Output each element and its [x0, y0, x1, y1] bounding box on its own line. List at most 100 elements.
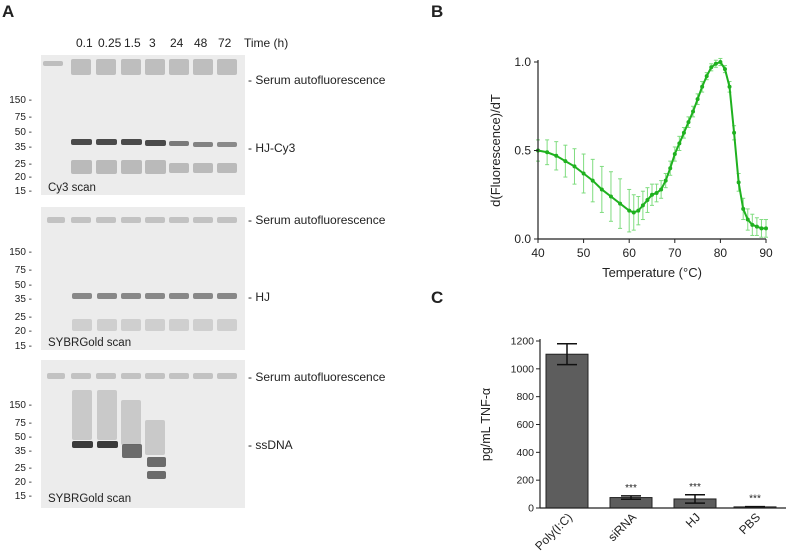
x-tick-label: 70 [668, 246, 682, 260]
gel-sybr-2-band-label: - ssDNA [248, 438, 293, 452]
data-point [764, 226, 768, 231]
data-point [545, 150, 550, 155]
mw-150: 150 - [9, 95, 32, 106]
mw-25: 25 - [14, 312, 32, 323]
y-axis-label: d(Fluorescence)/dT [488, 94, 503, 207]
gel-sybr-1-bands [47, 217, 237, 331]
data-point [590, 178, 595, 183]
significance-label: *** [749, 494, 761, 505]
data-point [704, 74, 709, 79]
mw-75: 75 - [14, 112, 32, 123]
mw-15: 15 - [14, 186, 32, 197]
time-0-1: 0.1 [76, 36, 93, 50]
gel-cy3-scan-label: Cy3 scan [48, 182, 96, 194]
data-point [640, 203, 645, 208]
data-point [750, 222, 755, 227]
gel-cy3-mw: 150 - 75 - 50 - 35 - 25 - 20 - 15 - [4, 55, 40, 197]
gel-sybr-1-mw: 150 - 75 - 50 - 35 - 25 - 20 - 15 - [4, 207, 40, 352]
time-72: 72 [218, 36, 232, 50]
gel-sybr-1 [41, 207, 245, 350]
data-point [745, 217, 750, 222]
gel-sybr-1-scan-label: SYBRGold scan [48, 337, 132, 349]
mw-150: 150 - [9, 247, 32, 258]
mw-20: 20 - [14, 477, 32, 488]
mw-50: 50 - [14, 432, 32, 443]
data-point [650, 192, 654, 197]
time-unit: Time (h) [244, 36, 289, 50]
melt-curve-chart: 40 50 60 70 80 90 0.0 0.5 1.0 Temperature (°C) d(F… [488, 55, 773, 280]
panel-c-letter: C [431, 288, 444, 307]
x-tick-label: 40 [531, 246, 545, 260]
mw-35: 35 - [14, 142, 32, 153]
data-point [554, 153, 559, 158]
data-point [654, 190, 659, 195]
data-point [759, 226, 764, 231]
y-tick-label: 0 [528, 503, 534, 515]
gel-sybr-2-bands [47, 373, 237, 479]
data-point [627, 208, 632, 213]
mw-15: 15 - [14, 341, 32, 352]
gel-sybr-2-mw: 150 - 75 - 50 - 35 - 25 - 20 - 15 - [4, 360, 40, 508]
mw-25: 25 - [14, 463, 32, 474]
bar [545, 353, 589, 509]
significance-label: *** [689, 482, 701, 493]
x-tick-label: 60 [623, 246, 637, 260]
mw-35: 35 - [14, 446, 32, 457]
data-point [631, 210, 636, 215]
y-tick-label: 0.0 [514, 232, 531, 246]
gel-cy3 [41, 55, 245, 195]
mw-15: 15 - [14, 491, 32, 502]
gel-cy3-band-label: - HJ-Cy3 [248, 141, 296, 155]
y-tick-label: 0.5 [514, 144, 531, 158]
y-tick-label: 1200 [511, 336, 535, 348]
y-tick-label: 200 [516, 475, 534, 487]
x-tick-label: HJ [683, 510, 703, 530]
panel-a-letter: A [2, 2, 15, 21]
data-point [618, 201, 623, 206]
mw-20: 20 - [14, 326, 32, 337]
y-tick-label: 1000 [511, 363, 535, 375]
significance-label: *** [625, 483, 637, 494]
data-point [691, 109, 696, 114]
data-point [572, 164, 577, 169]
gel-sybr-1-serum-label: - Serum autofluorescence [248, 213, 386, 227]
data-point [722, 67, 727, 72]
time-24: 24 [170, 36, 184, 50]
panel-b-letter: B [431, 2, 444, 21]
y-tick-label: 600 [516, 419, 534, 431]
data-point [741, 206, 746, 211]
time-header: 0.1 0.25 1.5 3 24 48 72 Time (h) [0, 36, 340, 52]
data-point [686, 120, 691, 125]
data-point [581, 171, 586, 176]
gel-sybr-2-serum-label: - Serum autofluorescence [248, 370, 386, 384]
data-point [636, 208, 641, 213]
data-point [736, 180, 741, 185]
mw-75: 75 - [14, 418, 32, 429]
data-point [732, 130, 737, 135]
data-point [563, 159, 568, 164]
data-point [700, 84, 705, 89]
x-tick-label: PBS [736, 510, 763, 537]
x-tick-label: siRNA [605, 510, 639, 544]
gel-sybr-2 [41, 360, 245, 508]
time-1-5: 1.5 [124, 36, 141, 50]
x-tick-label: 50 [577, 246, 591, 260]
gel-cy3-serum-label: - Serum autofluorescence [248, 73, 386, 87]
gel-cy3-bands [43, 59, 237, 174]
x-tick-label: 80 [714, 246, 728, 260]
tnf-bar-chart: Poly(I:C) *** siRNA *** HJ *** PBS 0 200 400 600 80… [479, 336, 786, 553]
gel-sybr-2-scan-label: SYBRGold scan [48, 493, 132, 505]
data-point [608, 194, 613, 199]
data-point [668, 166, 673, 171]
gel-sybr-1-band-label: - HJ [248, 290, 270, 304]
data-point [663, 178, 668, 183]
time-48: 48 [194, 36, 208, 50]
x-axis-label: Temperature (°C) [602, 265, 702, 280]
mw-75: 75 - [14, 265, 32, 276]
y-axis-label: pg/mL TNF-α [479, 388, 493, 461]
y-tick-label: 1.0 [514, 55, 531, 69]
data-point [718, 60, 723, 64]
data-point [672, 152, 677, 157]
data-point [727, 84, 732, 89]
data-point [659, 187, 664, 192]
